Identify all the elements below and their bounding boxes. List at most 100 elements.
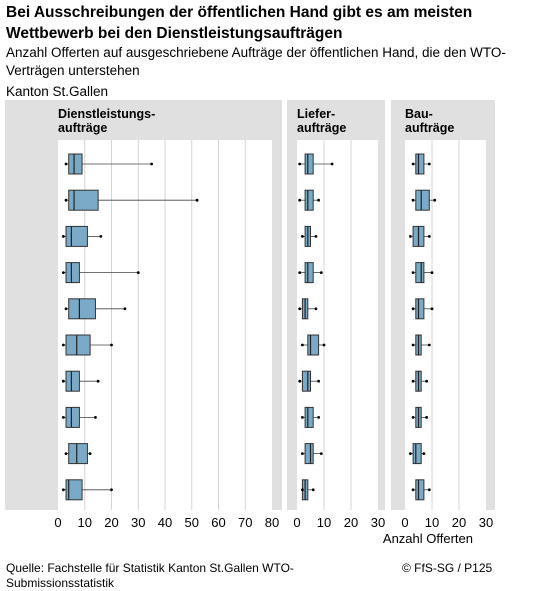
max-point <box>425 379 428 383</box>
max-point <box>317 379 320 383</box>
max-point <box>433 198 437 202</box>
min-point <box>64 307 68 311</box>
min-point <box>409 235 412 238</box>
box <box>65 334 91 356</box>
max-point <box>322 343 326 347</box>
min-point <box>411 379 415 383</box>
x-tick-label: 0 <box>401 515 408 530</box>
box <box>65 370 80 392</box>
min-point <box>298 379 302 383</box>
box <box>65 262 80 284</box>
chart-subtitle: Anzahl Offerten auf ausgeschriebene Auft… <box>6 45 506 78</box>
panel-0: Dienstleistungs-aufträge 0 10 20 30 40 50 60 70 8… <box>5 100 282 530</box>
min-point <box>411 343 415 347</box>
box <box>304 443 314 465</box>
min-point <box>61 235 65 238</box>
max-point <box>430 307 434 311</box>
credit-note: © FfS-SG / P125 <box>402 561 493 575</box>
x-tick-label: 0 <box>293 515 300 530</box>
min-point <box>61 379 65 383</box>
box <box>304 153 314 175</box>
box <box>65 406 80 428</box>
max-point <box>427 162 431 166</box>
min-point <box>61 416 65 419</box>
min-point <box>411 198 415 202</box>
max-point <box>425 416 428 419</box>
x-tick-label: 80 <box>265 515 279 530</box>
chart-title: Bei Ausschreibungen der öffentlichen Han… <box>6 4 473 42</box>
max-point <box>94 416 97 419</box>
min-point <box>61 271 65 274</box>
box <box>304 406 314 428</box>
panel-title: Liefer- <box>297 107 335 121</box>
min-point <box>64 162 68 166</box>
box <box>412 443 422 465</box>
x-tick-label: 10 <box>317 515 331 530</box>
x-axis-label: Anzahl Offerten <box>383 531 473 546</box>
min-point <box>298 271 302 274</box>
box <box>68 298 96 320</box>
max-point <box>317 416 320 419</box>
x-tick-label: 30 <box>479 515 493 530</box>
max-point <box>314 307 318 311</box>
box <box>304 189 314 211</box>
box <box>415 153 425 175</box>
box <box>68 153 83 175</box>
min-point <box>61 343 65 347</box>
x-tick-label: 20 <box>104 515 118 530</box>
min-point <box>409 452 412 455</box>
panel-1: Liefer-aufträge 0 10 20 30 <box>287 100 385 530</box>
max-point <box>96 379 100 383</box>
x-tick-label: 30 <box>371 515 385 530</box>
box <box>68 189 99 211</box>
panel-2: Bau-aufträge 0 10 20 30 <box>391 100 495 530</box>
max-point <box>314 235 318 238</box>
max-point <box>123 307 127 311</box>
x-tick-label: 20 <box>344 515 358 530</box>
max-point <box>110 488 113 492</box>
x-tick-label: 50 <box>185 515 199 530</box>
max-point <box>99 235 103 238</box>
x-tick-label: 40 <box>158 515 172 530</box>
x-tick-label: 70 <box>238 515 252 530</box>
box <box>304 262 314 284</box>
min-point <box>411 162 415 166</box>
box <box>415 298 425 320</box>
panel-title: Bau- <box>405 107 433 121</box>
min-point <box>298 198 302 202</box>
max-point <box>88 452 92 455</box>
box <box>415 262 425 284</box>
min-point <box>411 416 415 419</box>
max-point <box>422 452 426 455</box>
min-point <box>411 307 415 311</box>
min-point <box>411 488 415 492</box>
panel-title: aufträge <box>297 121 346 135</box>
source-note: Quelle: Fachstelle für Statistik Kanton … <box>6 561 294 590</box>
min-point <box>301 343 304 347</box>
max-point <box>330 162 334 166</box>
box <box>415 479 425 501</box>
min-point <box>298 162 302 166</box>
box <box>68 443 88 465</box>
min-point <box>301 235 304 238</box>
x-tick-label: 60 <box>211 515 225 530</box>
box <box>415 189 430 211</box>
min-point <box>64 198 68 202</box>
x-tick-label: 0 <box>54 515 61 530</box>
min-point <box>64 452 68 455</box>
panel-title: Dienstleistungs- <box>58 107 155 121</box>
panel-title: aufträge <box>405 121 454 135</box>
max-point <box>427 235 431 238</box>
max-point <box>430 271 434 274</box>
max-point <box>427 343 431 347</box>
max-point <box>311 488 315 492</box>
min-point <box>411 271 415 274</box>
x-tick-label: 10 <box>425 515 439 530</box>
max-point <box>110 343 113 347</box>
max-point <box>195 198 199 202</box>
max-point <box>319 452 323 455</box>
box <box>301 370 311 392</box>
max-point <box>317 198 320 202</box>
box <box>65 225 88 247</box>
box <box>65 479 83 501</box>
